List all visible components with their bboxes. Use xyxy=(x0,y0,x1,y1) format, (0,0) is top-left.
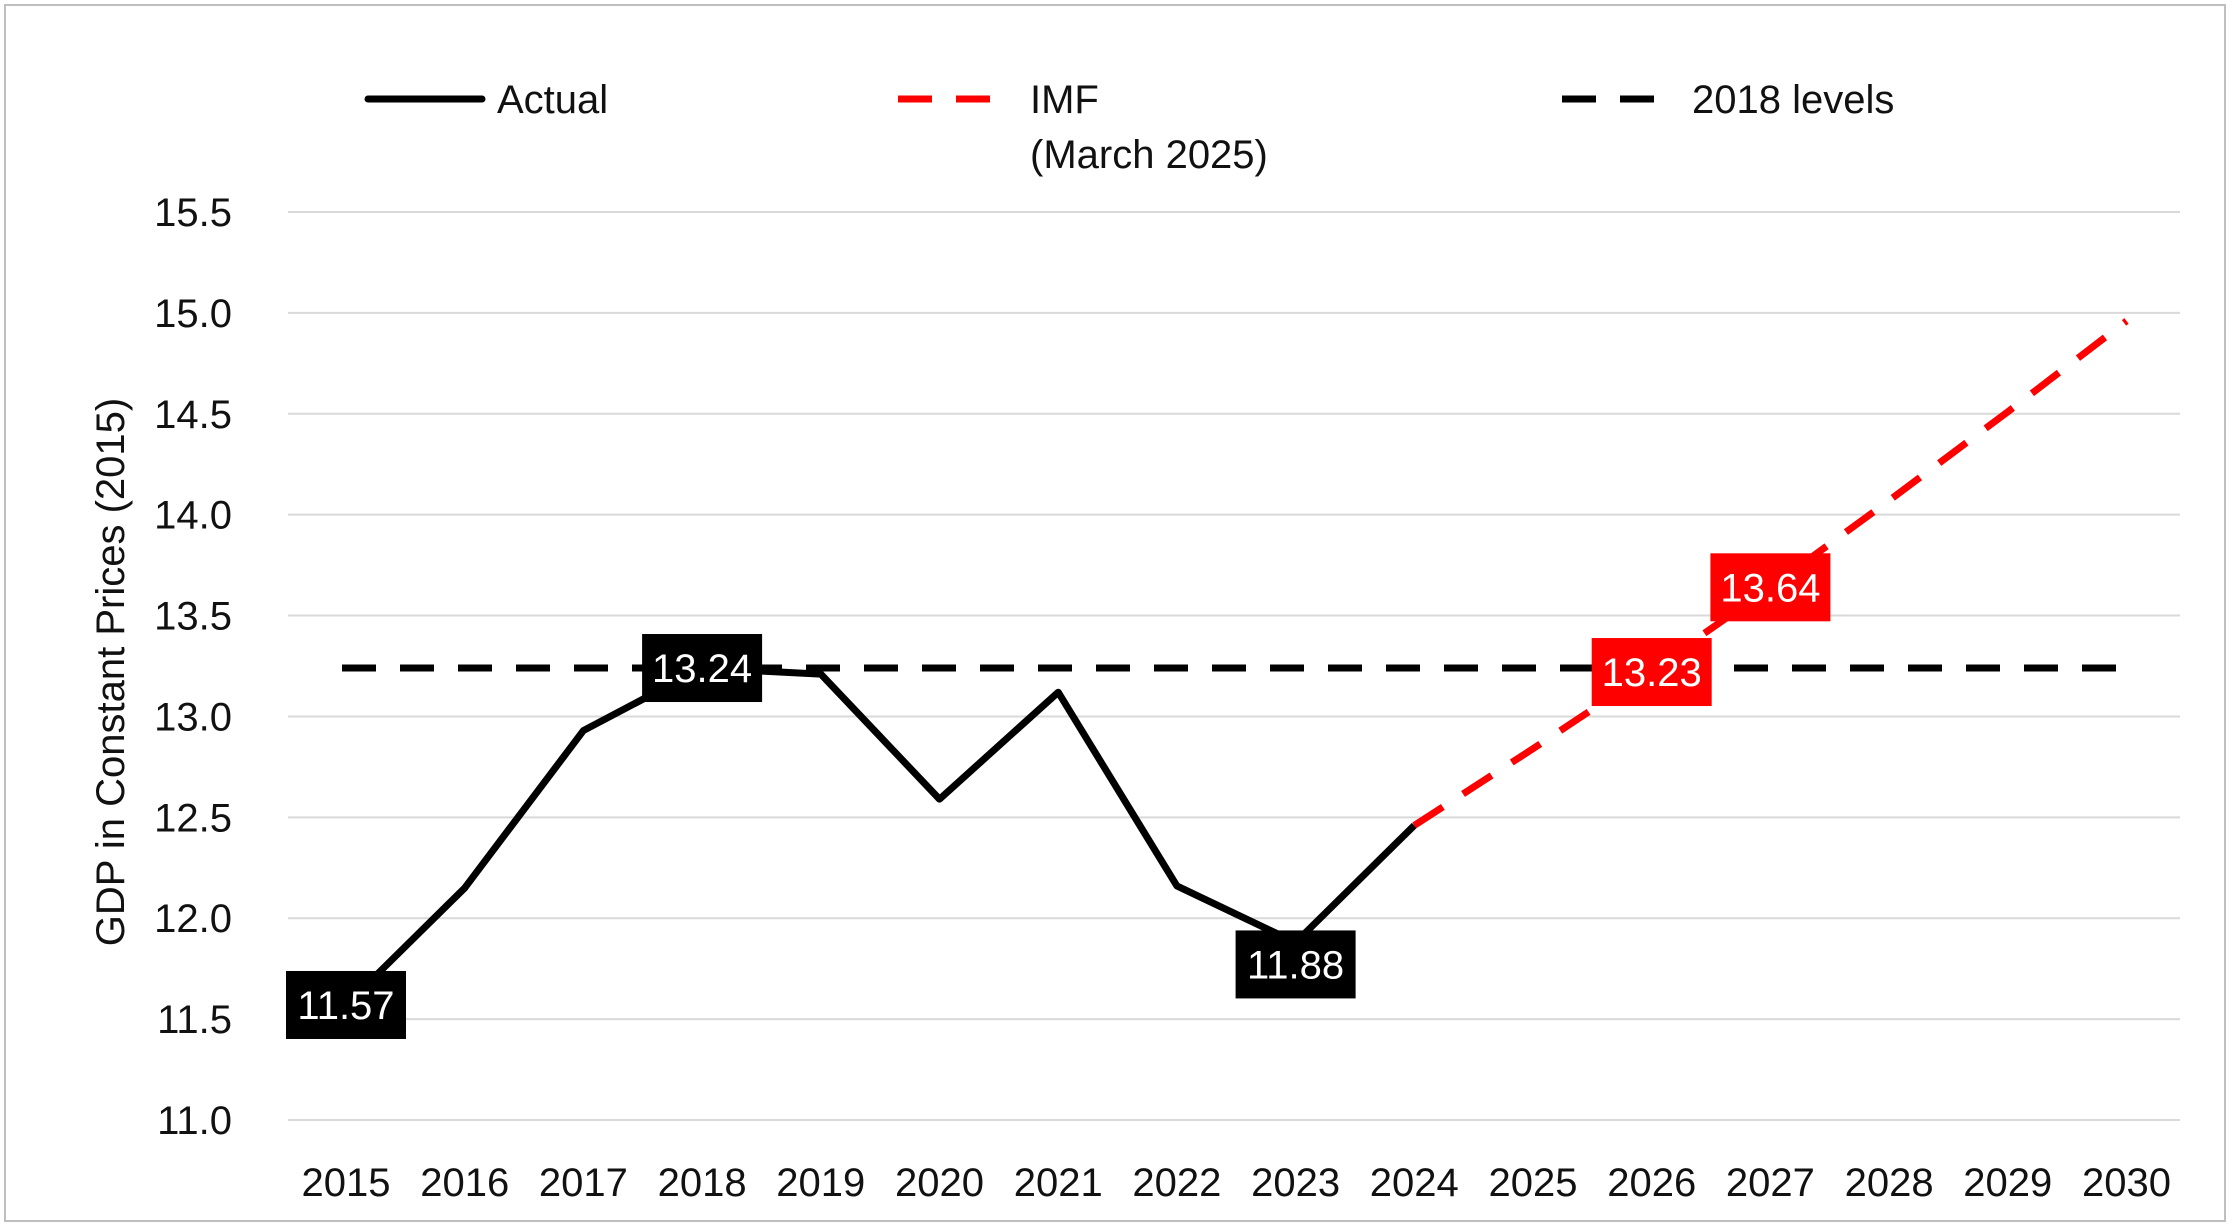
data-label-box xyxy=(1235,930,1356,999)
x-tick-label: 2030 xyxy=(2082,1161,2171,1205)
data-label-box xyxy=(1591,638,1712,707)
y-tick-label: 11.5 xyxy=(157,998,232,1042)
y-tick-label: 15.5 xyxy=(154,191,232,235)
x-axis-ticks: 2015 2016 2017 2018 2019 2020 2021 2022 2023 2024… xyxy=(302,1161,2171,1205)
y-tick-label: 14.5 xyxy=(154,393,232,437)
legend-label-actual: Actual xyxy=(497,78,608,122)
x-tick-label: 2027 xyxy=(1726,1161,1815,1205)
y-tick-label: 15.0 xyxy=(154,292,232,336)
x-tick-label: 2016 xyxy=(420,1161,509,1205)
y-tick-label: 14.0 xyxy=(154,494,232,538)
data-labels: 11.57 13.24 11.88 13.23 13.64 xyxy=(286,553,1831,1039)
data-label: 13.23 xyxy=(1602,651,1702,695)
y-tick-label: 13.5 xyxy=(154,595,232,639)
legend-label-2018-levels: 2018 levels xyxy=(1692,78,1894,122)
data-label-box xyxy=(642,634,763,703)
x-tick-label: 2026 xyxy=(1607,1161,1696,1205)
x-tick-label: 2025 xyxy=(1489,1161,1578,1205)
legend: Actual IMF (March 2025) 2018 levels xyxy=(364,78,1894,177)
x-tick-label: 2028 xyxy=(1845,1161,1934,1205)
y-axis-ticks: 11.0 11.5 12.0 12.5 13.0 13.5 14.0 14.5 15.0 15.5 xyxy=(154,191,232,1143)
y-tick-label: 12.0 xyxy=(154,897,232,941)
y-tick-label: 12.5 xyxy=(154,796,232,840)
x-tick-label: 2020 xyxy=(895,1161,984,1205)
data-label-box xyxy=(286,970,406,1039)
x-tick-label: 2015 xyxy=(302,1161,391,1205)
x-tick-label: 2018 xyxy=(658,1161,747,1205)
y-tick-label: 11.0 xyxy=(157,1099,232,1143)
x-tick-label: 2022 xyxy=(1132,1161,1221,1205)
x-tick-label: 2021 xyxy=(1014,1161,1103,1205)
data-label: 11.88 xyxy=(1247,943,1344,987)
x-tick-label: 2023 xyxy=(1251,1161,1340,1205)
x-tick-label: 2029 xyxy=(1963,1161,2052,1205)
series-line-actual xyxy=(343,664,1417,1008)
legend-label-imf-line1: IMF xyxy=(1030,78,1099,122)
data-label: 13.64 xyxy=(1720,566,1820,610)
series-group xyxy=(342,318,2129,1008)
x-tick-label: 2017 xyxy=(539,1161,628,1205)
x-tick-label: 2019 xyxy=(776,1161,865,1205)
data-label: 13.24 xyxy=(652,647,752,691)
data-label: 11.57 xyxy=(297,984,394,1028)
data-label-box xyxy=(1710,553,1831,622)
y-tick-label: 13.0 xyxy=(154,695,232,739)
legend-label-imf-line2: (March 2025) xyxy=(1030,133,1268,177)
y-axis-label: GDP in Constant Prices (2015) xyxy=(89,398,133,946)
x-tick-label: 2024 xyxy=(1370,1161,1459,1205)
